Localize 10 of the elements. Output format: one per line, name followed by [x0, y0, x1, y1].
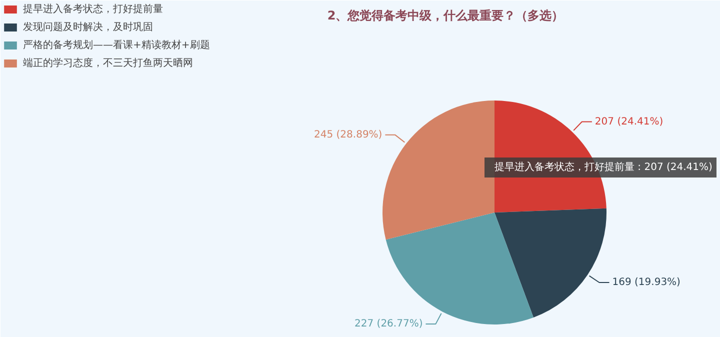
data-label: 207 (24.41%) [594, 116, 664, 128]
text: 提早进入备考状态，打好提前量 : 207 (24.41%) [494, 161, 713, 173]
legend-label: 发现问题及时解决，及时巩固 [23, 20, 153, 34]
data-label: 169 (19.93%) [612, 277, 681, 288]
legend-label: 端正的学习态度，不三天打鱼两天晒网 [23, 56, 193, 70]
data-label: 227 (26.77%) [354, 318, 423, 330]
legend-label: 提早进入备考状态，打好提前量 [23, 2, 163, 16]
chart-title: 2、您觉得备考中级，什么最重要？（多选） [327, 8, 564, 22]
legend-label: 严格的备考规划——看课+精读教材+刷题 [23, 38, 210, 52]
data-label: 245 (28.89%) [314, 129, 382, 140]
